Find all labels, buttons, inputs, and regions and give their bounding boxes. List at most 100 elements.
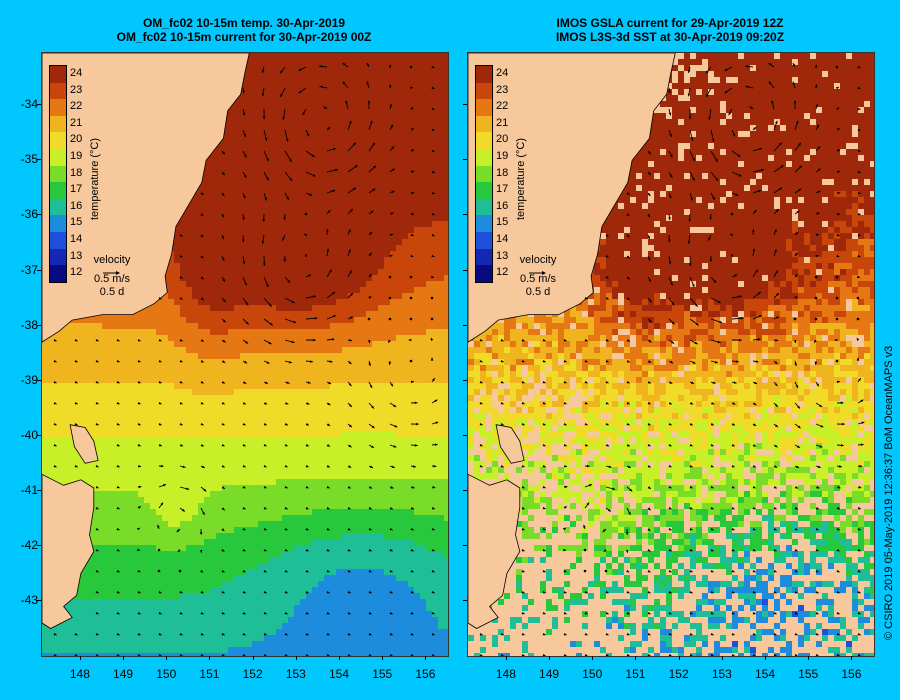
latitude-tick [37, 379, 41, 381]
right-map-canvas[interactable] [468, 53, 874, 656]
colorbar-label: 14 [496, 233, 509, 245]
colorbar-swatch [476, 148, 492, 166]
island-coast [69, 424, 99, 464]
colorbar-label: 16 [496, 199, 509, 212]
colorbar-swatch [50, 182, 66, 199]
velocity-scale-arrow-icon [515, 267, 561, 275]
longitude-label: 151 [199, 667, 220, 681]
latitude-tick [463, 434, 467, 436]
colorbar-label: 12 [496, 266, 509, 279]
longitude-tick [592, 656, 594, 660]
colorbar-swatch [50, 248, 66, 266]
left-map-canvas[interactable] [42, 53, 448, 656]
latitude-label: -42 [20, 537, 38, 552]
colorbar [49, 65, 67, 283]
latitude-tick [463, 544, 467, 546]
island-coast [495, 424, 525, 464]
latitude-tick [37, 489, 41, 491]
colorbar-swatch [50, 231, 66, 249]
velocity-scale-arrow-icon [89, 267, 135, 275]
colorbar-swatch [476, 248, 492, 266]
latitude-tick [37, 544, 41, 546]
colorbar-label: 23 [496, 83, 509, 96]
left-panel-title: OM_fc02 10-15m temp. 30-Apr-2019 OM_fc02… [40, 16, 448, 44]
longitude-label: 148 [69, 667, 90, 681]
longitude-tick [295, 656, 297, 660]
longitude-label: 153 [711, 667, 732, 681]
right-map-panel[interactable] [467, 52, 875, 657]
colorbar-swatch [476, 198, 492, 216]
tasmania-coast [42, 473, 95, 629]
colorbar-title: temperature (°C) [515, 137, 527, 220]
longitude-label: 152 [668, 667, 689, 681]
latitude-label: -36 [20, 207, 38, 222]
longitude-tick [549, 656, 551, 660]
longitude-tick [635, 656, 637, 660]
colorbar-swatch [476, 265, 492, 282]
velocity-arrows [53, 62, 439, 656]
latitude-tick [463, 379, 467, 381]
longitude-tick [851, 656, 853, 660]
colorbar-swatch [50, 115, 66, 133]
longitude-tick [382, 656, 384, 660]
colorbar-label: 21 [70, 116, 83, 129]
colorbar-swatch [476, 66, 492, 83]
latitude-label: -34 [20, 97, 38, 112]
longitude-tick [252, 656, 254, 660]
colorbar-swatch [50, 265, 66, 282]
longitude-tick [339, 656, 341, 660]
tasmania-coast [468, 473, 521, 629]
longitude-label: 150 [582, 667, 603, 681]
longitude-tick [808, 656, 810, 660]
velocity-legend: velocity 0.5 m/s 0.5 d [515, 254, 561, 299]
longitude-label: 155 [798, 667, 819, 681]
longitude-tick [79, 656, 81, 660]
latitude-tick [37, 104, 41, 106]
colorbar-swatch [50, 66, 66, 83]
latitude-label: -35 [20, 152, 38, 167]
colorbar-label: 19 [496, 150, 509, 162]
longitude-label: 151 [625, 667, 646, 681]
velocity-speed: 0.5 m/s [93, 273, 131, 285]
velocity-time: 0.5 d [99, 286, 125, 298]
colorbar-label: 16 [70, 199, 83, 212]
colorbar-swatch [50, 148, 66, 166]
longitude-label: 154 [755, 667, 776, 681]
latitude-tick [463, 159, 467, 161]
longitude-tick [123, 656, 125, 660]
colorbar-label: 22 [70, 100, 83, 113]
colorbar-label: 13 [70, 249, 83, 262]
longitude-label: 155 [372, 667, 393, 681]
colorbar-swatch [50, 165, 66, 183]
longitude-label: 156 [841, 667, 862, 681]
velocity-arrows [479, 62, 865, 656]
velocity-label: velocity [519, 254, 557, 266]
latitude-label: -37 [20, 262, 38, 277]
colorbar-swatch [50, 82, 66, 100]
longitude-label: 154 [329, 667, 350, 681]
velocity-label: velocity [93, 254, 131, 266]
longitude-label: 152 [242, 667, 263, 681]
colorbar-swatch [50, 132, 66, 149]
longitude-label: 149 [113, 667, 134, 681]
longitude-label: 149 [539, 667, 560, 681]
latitude-tick [37, 599, 41, 601]
longitude-tick [678, 656, 680, 660]
longitude-label: 150 [156, 667, 177, 681]
left-title-line1: OM_fc02 10-15m temp. 30-Apr-2019 [142, 16, 346, 30]
latitude-tick [37, 434, 41, 436]
colorbar-label: 14 [70, 233, 83, 245]
latitude-tick [37, 324, 41, 326]
colorbar-label: 20 [496, 133, 509, 146]
latitude-tick [463, 104, 467, 106]
latitude-tick [463, 269, 467, 271]
longitude-tick [721, 656, 723, 660]
left-map-panel[interactable] [41, 52, 449, 657]
colorbar-swatch [476, 132, 492, 149]
colorbar-swatch [476, 182, 492, 199]
colorbar-swatch [476, 82, 492, 100]
colorbar-label: 19 [70, 150, 83, 162]
colorbar-label: 15 [496, 216, 509, 229]
latitude-tick [463, 214, 467, 216]
colorbar-label: 23 [70, 83, 83, 96]
